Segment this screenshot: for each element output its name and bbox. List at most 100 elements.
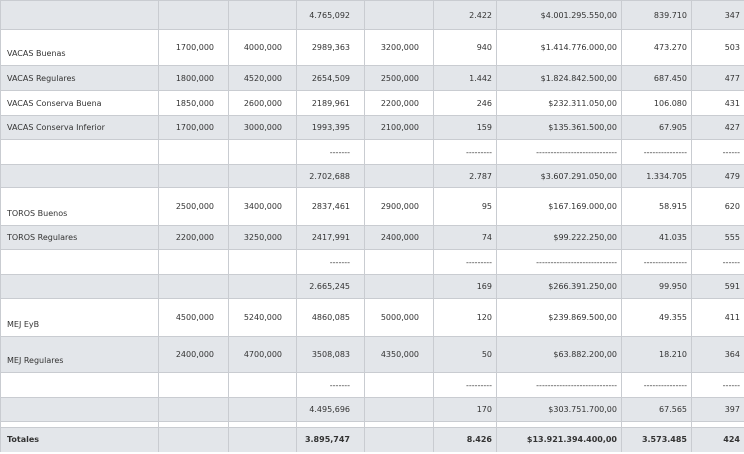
- cell-col-5: 95: [433, 187, 497, 226]
- cell-col-3: 2189,961: [296, 90, 365, 116]
- cell-col-8: 503: [691, 29, 744, 66]
- cell-col-6: $4.001.295.550,00: [496, 0, 622, 30]
- table-row: 2.665,245 169 $266.391.250,00 99.950 591: [0, 274, 744, 299]
- cell-col-5: ---------: [433, 139, 497, 165]
- cell-col-3: 2989,363: [296, 29, 365, 66]
- cell-col-5: 8.426: [433, 427, 497, 452]
- cell-col-6: $303.751.700,00: [496, 397, 622, 422]
- cell-col-5: 50: [433, 336, 497, 373]
- cell-col-3: 2.665,245: [296, 274, 365, 299]
- cell-col-3: 4860,085: [296, 298, 365, 337]
- table-row: VACAS Buenas 1700,000 4000,000 2989,363 3200…: [0, 29, 744, 66]
- cell-col-2: 2600,000: [228, 90, 297, 116]
- cell-col-3: -------: [296, 372, 365, 398]
- cell-col-8: 427: [691, 115, 744, 140]
- table-row: VACAS Conserva Inferior 1700,000 3000,000 1…: [0, 115, 744, 140]
- row-label: [0, 249, 159, 275]
- cell-col-2: 4700,000: [228, 336, 297, 373]
- spacer-row: [0, 421, 744, 428]
- cell-col-1: [158, 427, 229, 452]
- cell-col-3: 2.702,688: [296, 164, 365, 188]
- row-label: Totales: [0, 427, 159, 452]
- row-label: [0, 397, 159, 422]
- cell-col-8: 397: [691, 397, 744, 422]
- cell-col-1: [158, 372, 229, 398]
- cell-col-8: 477: [691, 65, 744, 91]
- table-row: ------- --------- ------------------------…: [0, 139, 744, 165]
- cell-col-4: 2900,000: [364, 187, 434, 226]
- cell-col-2: [228, 164, 297, 188]
- cell-col-2: [228, 427, 297, 452]
- cell-col-5: 120: [433, 298, 497, 337]
- table-row: TOROS Buenos 2500,000 3400,000 2837,461 2900…: [0, 187, 744, 226]
- cell-col-6: $3.607.291.050,00: [496, 164, 622, 188]
- row-label: [0, 372, 159, 398]
- cell-col-2: [228, 274, 297, 299]
- cell-col-4: [364, 249, 434, 275]
- cell-col-3: 3.895,747: [296, 427, 365, 452]
- table-row: VACAS Regulares 1800,000 4520,000 2654,509 2…: [0, 65, 744, 91]
- table-row: 4.765,092 2.422 $4.001.295.550,00 839.710 34…: [0, 0, 744, 30]
- row-label: MEJ Regulares: [0, 336, 159, 373]
- cell-col-6: ----------------------------: [496, 139, 622, 165]
- totals-row: Totales 3.895,747 8.426 $13.921.394.400,00 3…: [0, 427, 744, 452]
- cell-col-3: 2417,991: [296, 225, 365, 250]
- cell-col-3: -------: [296, 249, 365, 275]
- row-label: VACAS Conserva Buena: [0, 90, 159, 116]
- cell-col-1: [158, 274, 229, 299]
- cell-col-7: 41.035: [621, 225, 692, 250]
- cell-col-2: [228, 372, 297, 398]
- cell-col-6: $232.311.050,00: [496, 90, 622, 116]
- cell-col-8: ------: [691, 372, 744, 398]
- row-label: VACAS Conserva Inferior: [0, 115, 159, 140]
- cell-col-1: 2400,000: [158, 336, 229, 373]
- cell-col-5: 940: [433, 29, 497, 66]
- cell-col-7: ---------------: [621, 249, 692, 275]
- table-row: MEJ Regulares 2400,000 4700,000 3508,083 435…: [0, 336, 744, 373]
- cell-col-1: 4500,000: [158, 298, 229, 337]
- cell-col-5: ---------: [433, 249, 497, 275]
- cell-col-6: $167.169.000,00: [496, 187, 622, 226]
- cell-col-2: [228, 397, 297, 422]
- cell-col-5: 159: [433, 115, 497, 140]
- cell-col-1: 2200,000: [158, 225, 229, 250]
- cell-col-6: $13.921.394.400,00: [496, 427, 622, 452]
- table-row: ------- --------- ------------------------…: [0, 249, 744, 275]
- table-row: VACAS Conserva Buena 1850,000 2600,000 2189…: [0, 90, 744, 116]
- cell-col-8: 424: [691, 427, 744, 452]
- cell-col-1: [158, 397, 229, 422]
- cell-col-8: 555: [691, 225, 744, 250]
- cell-col-7: 3.573.485: [621, 427, 692, 452]
- cell-col-1: [158, 249, 229, 275]
- cell-col-5: 1.442: [433, 65, 497, 91]
- cell-col-3: 3508,083: [296, 336, 365, 373]
- cell-col-8: 431: [691, 90, 744, 116]
- cell-col-2: 3400,000: [228, 187, 297, 226]
- table-row: 2.702,688 2.787 $3.607.291.050,00 1.334.705…: [0, 164, 744, 188]
- cell-col-6: ----------------------------: [496, 249, 622, 275]
- cell-col-7: 49.355: [621, 298, 692, 337]
- cell-col-8: 479: [691, 164, 744, 188]
- cell-col-4: [364, 139, 434, 165]
- cell-col-8: 364: [691, 336, 744, 373]
- cell-col-2: 3000,000: [228, 115, 297, 140]
- cell-col-4: 2100,000: [364, 115, 434, 140]
- cell-col-6: $135.361.500,00: [496, 115, 622, 140]
- cell-col-5: ---------: [433, 372, 497, 398]
- cell-col-6: ----------------------------: [496, 372, 622, 398]
- row-label: TOROS Regulares: [0, 225, 159, 250]
- row-label: VACAS Regulares: [0, 65, 159, 91]
- cell-col-4: [364, 397, 434, 422]
- cell-col-3: -------: [296, 139, 365, 165]
- cell-col-1: [158, 139, 229, 165]
- cell-col-4: [364, 274, 434, 299]
- cell-col-6: $266.391.250,00: [496, 274, 622, 299]
- cell-col-8: ------: [691, 249, 744, 275]
- cell-col-8: ------: [691, 139, 744, 165]
- cell-col-3: 1993,395: [296, 115, 365, 140]
- cell-col-5: 2.787: [433, 164, 497, 188]
- cell-col-8: 620: [691, 187, 744, 226]
- cell-col-8: 347: [691, 0, 744, 30]
